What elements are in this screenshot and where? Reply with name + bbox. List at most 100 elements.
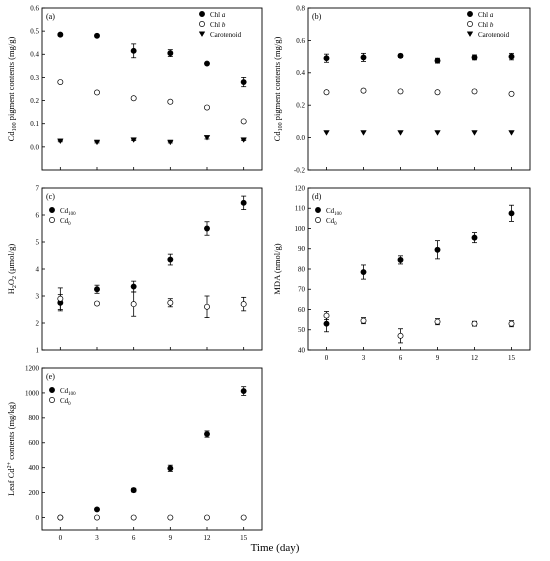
data-point (360, 130, 367, 136)
data-point (130, 283, 137, 290)
legend-marker (199, 21, 205, 27)
x-tick-label: 15 (240, 534, 248, 542)
x-tick-label: 0 (59, 534, 63, 542)
series-cd0 (57, 287, 247, 319)
data-point (94, 89, 100, 96)
data-point (94, 32, 100, 39)
x-tick-label: 15 (508, 354, 516, 362)
y-tick-label: 90 (298, 245, 306, 253)
data-point (360, 317, 367, 324)
series-chl-a (57, 31, 247, 88)
data-point (471, 130, 478, 136)
y-tick-label: 0.1 (30, 120, 39, 128)
legend-label: Cd0 (326, 217, 337, 227)
y-tick-label: 0.2 (296, 102, 305, 110)
y-tick-label: 600 (29, 439, 40, 447)
data-point (323, 55, 330, 62)
legend-label: Carotenoid (478, 31, 510, 39)
data-point (508, 320, 515, 327)
series-cd100 (57, 195, 247, 312)
data-point (57, 295, 64, 302)
legend-label: Cd100 (60, 207, 76, 217)
y-tick-label: 6 (36, 211, 40, 219)
data-point (323, 130, 330, 136)
legend-marker (466, 31, 474, 38)
x-tick-label: 6 (132, 534, 136, 542)
chart-panel-e: 0 200 400 600 800 1000 1200 0 3 6 9 12 15 (e) Leaf Cd2… (6, 364, 263, 542)
data-point (57, 79, 64, 86)
legend-marker (467, 21, 473, 27)
y-tick-label: 0.0 (30, 143, 39, 151)
legend-label: Cd0 (60, 217, 71, 227)
series-carotenoid (323, 130, 515, 136)
legend-label: Chl b (478, 21, 494, 29)
y-tick-label: 70 (298, 286, 306, 294)
chart-panel-a: 0.0 0.1 0.2 0.3 0.4 0.5 0.6 (a) Cd100 pigment co… (6, 4, 263, 171)
y-tick-label: 0.3 (30, 74, 39, 82)
legend-label: Chl a (210, 11, 226, 19)
x-tick-label: 12 (204, 534, 212, 542)
data-point (240, 137, 247, 143)
data-point (167, 514, 174, 521)
y-tick-label: 2 (36, 319, 40, 327)
data-point (204, 225, 210, 232)
data-point (204, 104, 210, 111)
x-tick-label: 3 (362, 354, 366, 362)
y-tick-label: 0.5 (30, 28, 39, 36)
y-tick-label: 0.4 (30, 51, 39, 59)
y-tick-label: 5 (36, 238, 40, 246)
data-point (434, 318, 441, 325)
data-point (323, 89, 330, 96)
series-cd100 (323, 204, 515, 333)
series-cd0 (57, 514, 247, 521)
y-tick-label: 110 (295, 205, 306, 213)
data-point (94, 286, 100, 293)
y-tick-label: 1200 (25, 364, 40, 372)
y-tick-label: 1000 (25, 389, 40, 397)
legend-marker (49, 397, 55, 403)
legend-label: Cd0 (60, 397, 71, 407)
legend-label: Carotenoid (210, 31, 242, 39)
data-point (167, 139, 174, 146)
data-point (94, 514, 100, 521)
data-point (204, 303, 210, 310)
x-tick-label: 6 (399, 354, 403, 362)
data-point (130, 137, 137, 143)
y-tick-label: 0.2 (30, 97, 39, 105)
data-point (471, 54, 478, 61)
legend: Chl a Chl b Carotenoid (466, 11, 510, 39)
chart-panel-b: -0.2 0.0 0.2 0.4 0.6 0.8 (b) Cd100 pigment cont… (272, 4, 531, 174)
y-tick-label: -0.2 (294, 166, 306, 174)
x-tick-label: 9 (436, 354, 440, 362)
legend-marker (199, 11, 205, 17)
series-chl-b (323, 87, 515, 97)
legend-marker (49, 387, 55, 393)
legend-marker (467, 11, 473, 17)
chart-panel-d: 40 50 60 70 80 90 100 110 120 0 3 6 9 12 15 (d) MDA (nmo… (272, 184, 531, 362)
x-tick-label: 9 (169, 534, 173, 542)
y-axis-label: MDA (nmol/g) (272, 243, 282, 294)
legend-label: Cd100 (60, 387, 76, 397)
data-point (360, 87, 367, 94)
series-carotenoid (57, 135, 247, 146)
data-point (204, 514, 210, 521)
data-point (57, 31, 64, 38)
series-cd100 (57, 386, 247, 521)
data-point (240, 118, 247, 125)
data-point (508, 53, 515, 60)
y-axis-label: Cd100 pigment contents (mg/g) (272, 37, 284, 142)
data-point (397, 52, 404, 59)
y-tick-label: 40 (298, 346, 306, 354)
panel-label: (a) (46, 12, 55, 21)
x-axis-label: Time (day) (250, 542, 300, 554)
y-tick-label: 100 (295, 225, 306, 233)
x-tick-label: 3 (95, 534, 99, 542)
series-chl-b (57, 79, 247, 125)
legend-marker (315, 217, 321, 223)
y-tick-label: 60 (298, 306, 306, 314)
y-tick-label: 0.4 (296, 69, 305, 77)
data-point (360, 269, 367, 275)
